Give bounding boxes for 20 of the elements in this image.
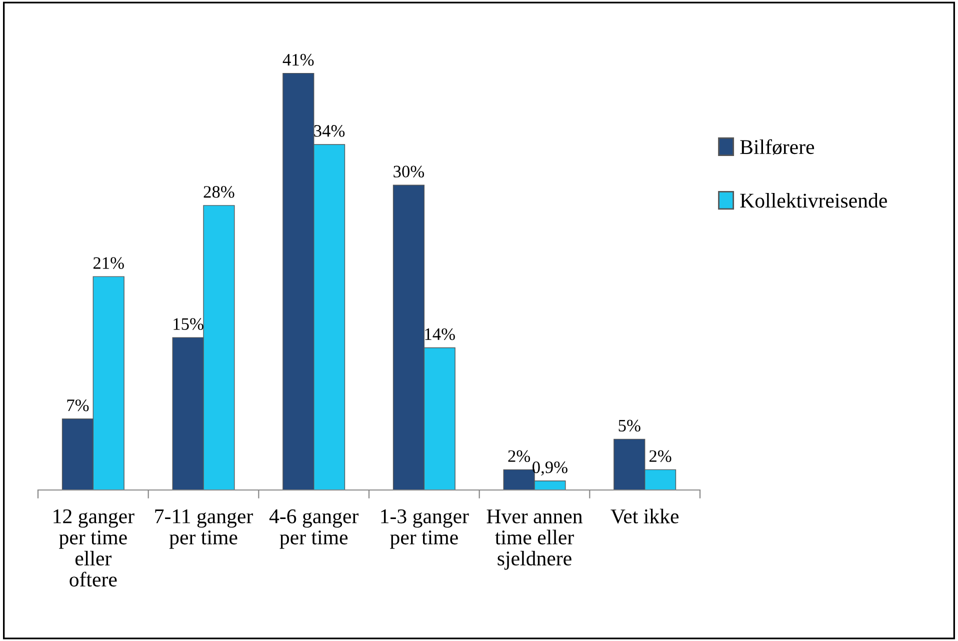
data-label: 5%	[618, 420, 640, 432]
data-label: 21%	[93, 257, 124, 269]
data-label: 30%	[394, 166, 424, 178]
x-tick-label: 4-6 ganger per time	[269, 509, 358, 549]
legend-label: Bilførere	[740, 139, 814, 155]
x-tick-label: Vet ikke	[610, 508, 679, 524]
data-label: 34%	[314, 125, 345, 137]
x-tick-label: 1-3 ganger per time	[381, 509, 469, 549]
data-label: 7%	[67, 399, 89, 412]
x-tick-label: 12 ganger per time eller oftere	[54, 509, 134, 587]
legend-label: Kollektivreisende	[740, 193, 887, 208]
data-label: 15%	[174, 318, 204, 330]
data-label: 28%	[204, 186, 234, 198]
x-tick-label: 7-11 ganger per time	[155, 509, 253, 549]
data-label: 0,9%	[532, 461, 568, 476]
x-tick-label: Hver annen time eller sjeldnere	[486, 510, 582, 570]
data-label: 2%	[649, 450, 672, 462]
data-label: 41%	[282, 54, 314, 66]
data-label: 14%	[425, 328, 455, 340]
data-label: 2%	[508, 450, 530, 462]
